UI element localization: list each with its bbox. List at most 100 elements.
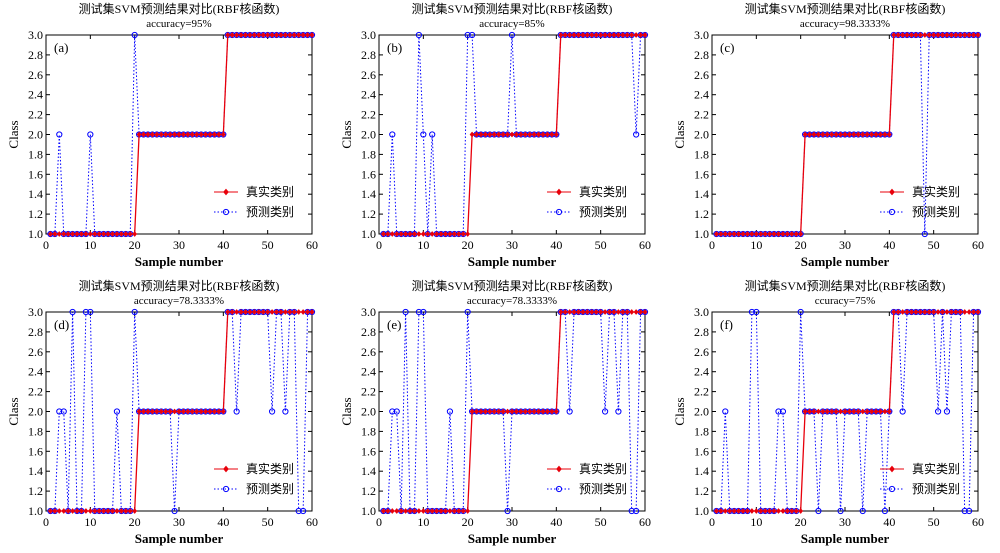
panel-label: (d) (54, 317, 69, 332)
true-point (807, 131, 813, 138)
predicted-point (233, 408, 240, 415)
true-point (491, 131, 497, 138)
y-tick-label: 2.4 (28, 365, 43, 379)
true-point (926, 309, 932, 315)
legend-entry-label: 预测类别 (246, 205, 294, 219)
true-point (877, 408, 883, 415)
true-point (189, 408, 195, 415)
legend-entry-label: 预测类别 (912, 482, 960, 496)
true-point (505, 131, 511, 138)
true-point (913, 32, 919, 38)
true-point (789, 231, 795, 237)
predicted-point (56, 408, 63, 415)
x-tick-label: 10 (750, 515, 762, 529)
y-tick-label: 2.2 (694, 108, 709, 122)
true-point (642, 309, 648, 315)
true-point (922, 32, 928, 38)
true-point (305, 32, 311, 38)
true-point (260, 32, 266, 38)
true-point (220, 408, 226, 415)
true-point (518, 408, 524, 415)
true-point (624, 309, 630, 315)
true-point (522, 131, 528, 138)
true-point (718, 508, 724, 514)
true-point (558, 32, 564, 38)
true-point (571, 309, 577, 315)
y-tick-label: 1.4 (28, 464, 43, 478)
true-point (141, 131, 147, 138)
x-tick-label: 10 (84, 515, 96, 529)
true-point (149, 131, 155, 138)
y-tick-label: 2.0 (28, 128, 43, 142)
x-tick-label: 20 (462, 238, 474, 252)
true-point (740, 231, 746, 237)
true-point (416, 508, 422, 514)
true-point (838, 131, 844, 138)
true-point (256, 309, 262, 315)
x-tick-label: 60 (972, 515, 984, 529)
true-point (580, 32, 586, 38)
predicted-point (393, 408, 400, 415)
true-point (762, 508, 768, 514)
true-point (52, 231, 58, 237)
true-point (935, 309, 941, 315)
true-point (296, 309, 302, 315)
true-point (886, 408, 892, 415)
true-point (469, 131, 475, 138)
panel-label: (c) (720, 40, 734, 55)
true-point (518, 131, 524, 138)
true-point (180, 131, 186, 138)
true-point (900, 32, 906, 38)
true-point (633, 309, 639, 315)
true-point (558, 309, 564, 315)
true-point (833, 408, 839, 415)
true-point (247, 309, 253, 315)
true-point (282, 309, 288, 315)
true-point (229, 309, 235, 315)
accuracy-label: accuracy=95% (146, 18, 211, 30)
true-point (762, 231, 768, 237)
x-tick-label: 60 (972, 238, 984, 252)
y-tick-label: 1.6 (361, 167, 376, 181)
x-axis-label: Sample number (468, 254, 557, 269)
true-point (522, 408, 528, 415)
true-point (607, 32, 613, 38)
y-tick-label: 1.2 (28, 484, 43, 498)
true-point (447, 508, 453, 514)
true-point (860, 131, 866, 138)
predicted-point (282, 408, 289, 415)
true-point (220, 131, 226, 138)
chart-title: 测试集SVM预测结果对比(RBF核函数) (412, 278, 613, 293)
y-tick-label: 1.8 (28, 424, 43, 438)
true-point (908, 309, 915, 315)
true-point (953, 309, 959, 315)
true-point (194, 131, 200, 138)
true-point (877, 131, 883, 138)
true-point (904, 309, 910, 315)
true-point (260, 309, 266, 315)
y-tick-label: 1.6 (694, 167, 709, 181)
true-point (109, 231, 116, 237)
true-point (211, 408, 217, 415)
true-point (851, 131, 857, 138)
predicted-point (87, 308, 94, 316)
y-tick-label: 3.0 (28, 305, 43, 319)
true-point (300, 32, 306, 38)
predicted-point (615, 408, 622, 415)
x-tick-label: 20 (129, 238, 141, 252)
y-tick-label: 2.8 (28, 325, 43, 339)
true-point (900, 309, 906, 315)
legend-marker (222, 208, 230, 216)
true-point (864, 408, 870, 415)
true-point (434, 508, 440, 514)
true-point (394, 231, 400, 237)
x-tick-label: 0 (376, 515, 382, 529)
true-point (61, 508, 67, 514)
true-point (846, 131, 852, 138)
chart-panel: 测试集SVM预测结果对比(RBF核函数) accuracy=78.3333% (d)… (6, 278, 318, 546)
accuracy-label: accuracy=85% (479, 18, 544, 30)
predicted-point (446, 408, 454, 415)
true-point (194, 408, 200, 415)
y-tick-label: 3.0 (361, 28, 376, 42)
panel-label: (f) (720, 317, 733, 332)
